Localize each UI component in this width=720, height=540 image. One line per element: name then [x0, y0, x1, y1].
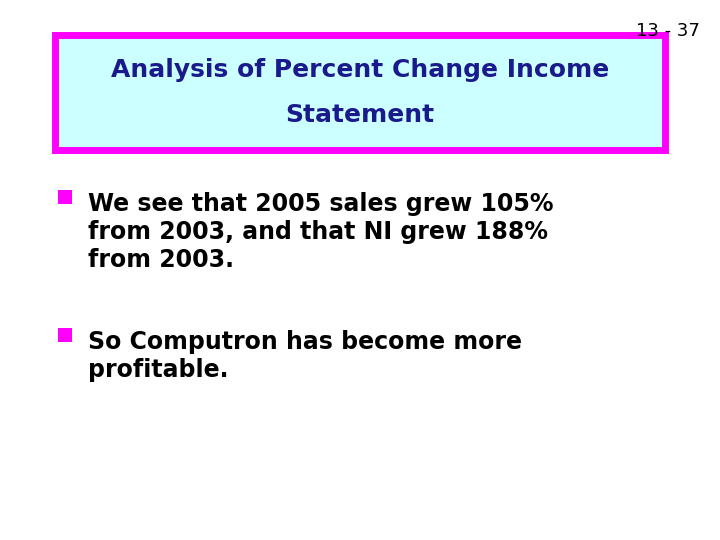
Text: profitable.: profitable. [88, 358, 228, 382]
Text: 13 - 37: 13 - 37 [636, 22, 700, 40]
Bar [58, 190, 72, 204]
Text: Analysis of Percent Change Income: Analysis of Percent Change Income [111, 58, 609, 83]
Text: Statement: Statement [285, 103, 435, 126]
Text: So Computron has become more: So Computron has become more [88, 330, 522, 354]
FancyBboxPatch shape [55, 35, 665, 150]
Text: from 2003.: from 2003. [88, 248, 234, 272]
Bar [58, 328, 72, 342]
Text: We see that 2005 sales grew 105%: We see that 2005 sales grew 105% [88, 192, 554, 216]
Text: from 2003, and that NI grew 188%: from 2003, and that NI grew 188% [88, 220, 548, 244]
